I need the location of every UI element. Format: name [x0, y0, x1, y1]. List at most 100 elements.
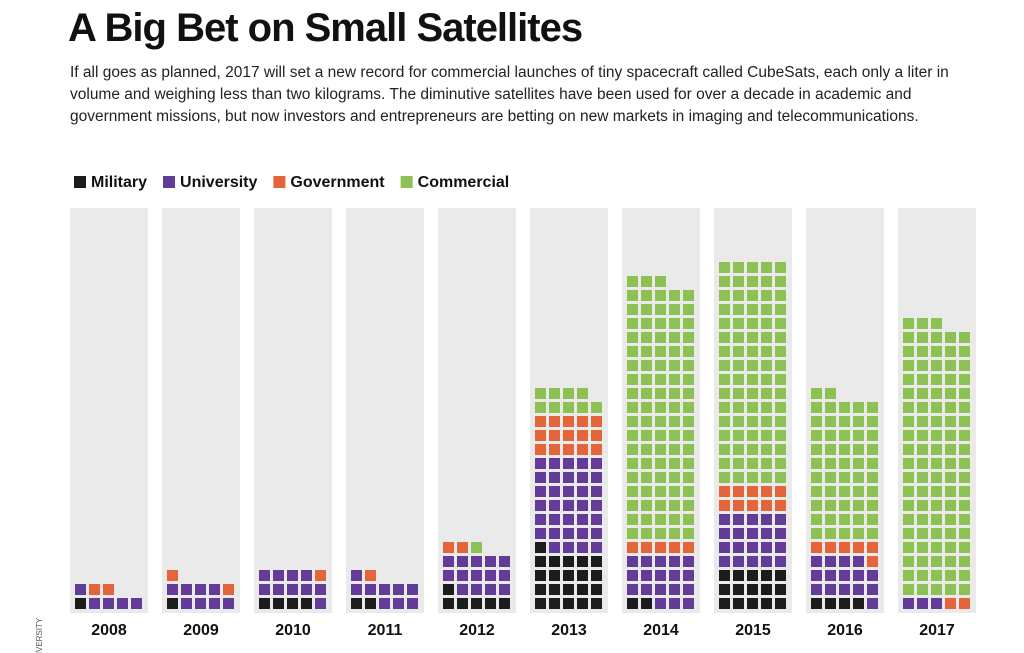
waffle-square	[719, 416, 730, 427]
waffle-square	[945, 402, 956, 413]
waffle-square	[903, 346, 914, 357]
waffle-square	[903, 570, 914, 581]
waffle-square	[825, 486, 836, 497]
waffle-square	[747, 290, 758, 301]
waffle-square	[945, 500, 956, 511]
waffle-square	[683, 514, 694, 525]
waffle-square	[945, 388, 956, 399]
waffle-square	[641, 556, 652, 567]
waffle-square	[669, 444, 680, 455]
waffle-square	[867, 500, 878, 511]
waffle-square	[825, 598, 836, 609]
waffle-square	[641, 290, 652, 301]
waffle-square	[775, 262, 786, 273]
waffle-square	[839, 570, 850, 581]
waffle-square	[103, 584, 114, 595]
waffle-square	[903, 486, 914, 497]
waffle-square	[959, 570, 970, 581]
waffle-square	[535, 542, 546, 553]
waffle-square	[931, 542, 942, 553]
waffle-square	[535, 486, 546, 497]
waffle-square	[959, 388, 970, 399]
waffle-square	[379, 598, 390, 609]
waffle-square	[945, 332, 956, 343]
waffle-square	[549, 500, 560, 511]
waffle-square	[931, 556, 942, 567]
waffle-square	[761, 486, 772, 497]
waffle-square	[223, 598, 234, 609]
waffle-square	[903, 318, 914, 329]
waffle-square	[719, 402, 730, 413]
waffle-square	[485, 598, 496, 609]
waffle-square	[867, 486, 878, 497]
waffle-square	[761, 570, 772, 581]
waffle-square	[853, 458, 864, 469]
waffle-square	[931, 416, 942, 427]
waffle-square	[549, 514, 560, 525]
waffle-square	[535, 584, 546, 595]
x-tick-label: 2015	[735, 622, 771, 639]
waffle-square	[853, 542, 864, 553]
waffle-square	[903, 514, 914, 525]
waffle-square	[761, 332, 772, 343]
waffle-square	[457, 584, 468, 595]
waffle-square	[775, 584, 786, 595]
waffle-square	[563, 584, 574, 595]
waffle-square	[945, 528, 956, 539]
waffle-square	[669, 388, 680, 399]
waffle-square	[775, 360, 786, 371]
waffle-square	[733, 500, 744, 511]
waffle-square	[959, 500, 970, 511]
waffle-square	[535, 514, 546, 525]
waffle-square	[591, 556, 602, 567]
waffle-square	[733, 332, 744, 343]
waffle-square	[535, 598, 546, 609]
waffle-square	[733, 402, 744, 413]
waffle-square	[867, 430, 878, 441]
waffle-square	[443, 598, 454, 609]
waffle-square	[577, 598, 588, 609]
waffle-square	[443, 542, 454, 553]
waffle-square	[301, 570, 312, 581]
waffle-square	[591, 486, 602, 497]
waffle-square	[669, 514, 680, 525]
waffle-square	[443, 556, 454, 567]
waffle-square	[259, 584, 270, 595]
waffle-square	[733, 542, 744, 553]
waffle-square	[839, 598, 850, 609]
waffle-square	[393, 584, 404, 595]
waffle-square	[853, 416, 864, 427]
x-tick-label: 2017	[919, 622, 955, 639]
waffle-square	[641, 360, 652, 371]
waffle-square	[761, 402, 772, 413]
waffle-square	[167, 584, 178, 595]
waffle-square	[719, 332, 730, 343]
waffle-square	[75, 598, 86, 609]
waffle-square	[761, 444, 772, 455]
x-tick-label: 2016	[827, 622, 863, 639]
waffle-square	[655, 500, 666, 511]
column-background	[254, 208, 332, 613]
waffle-square	[775, 276, 786, 287]
waffle-square	[839, 430, 850, 441]
waffle-square	[867, 472, 878, 483]
waffle-square	[775, 290, 786, 301]
waffle-square	[683, 598, 694, 609]
waffle-square	[563, 514, 574, 525]
legend-swatch	[400, 176, 413, 188]
waffle-square	[761, 528, 772, 539]
waffle-square	[839, 500, 850, 511]
waffle-square	[365, 570, 376, 581]
waffle-square	[931, 444, 942, 455]
waffle-square	[641, 486, 652, 497]
waffle-square	[669, 570, 680, 581]
waffle-square	[577, 472, 588, 483]
waffle-square	[747, 486, 758, 497]
waffle-square	[945, 598, 956, 609]
waffle-square	[471, 556, 482, 567]
waffle-square	[775, 514, 786, 525]
waffle-square	[655, 444, 666, 455]
waffle-square	[775, 556, 786, 567]
waffle-square	[747, 542, 758, 553]
